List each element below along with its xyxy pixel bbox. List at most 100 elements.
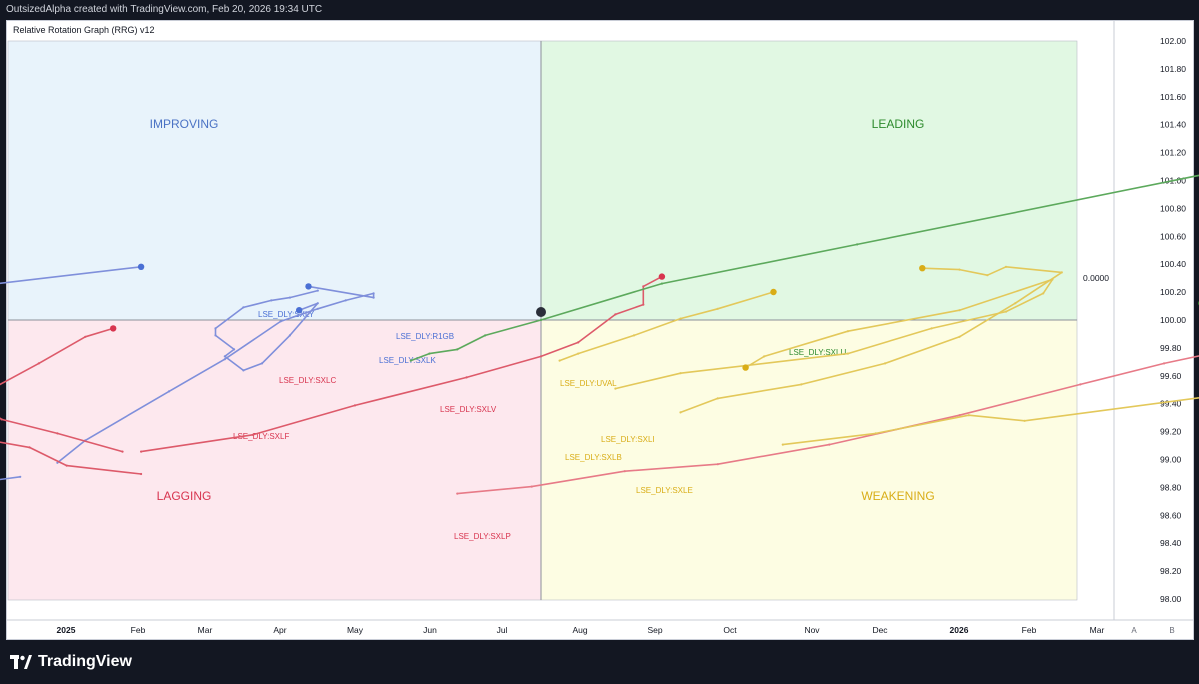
series-point-sxlb bbox=[1051, 278, 1054, 281]
series-label-sxlc: LSE_DLY:SXLC bbox=[279, 376, 336, 385]
series-point-sxlu bbox=[456, 348, 459, 351]
series-point-sxlp bbox=[1163, 362, 1166, 365]
series-label-r1gb: LSE_DLY:R1GB bbox=[396, 332, 454, 341]
series-label-sxly: LSE_DLY:SXLY bbox=[258, 310, 315, 319]
y-tick-label: 99.00 bbox=[1160, 455, 1182, 465]
series-point-sxlb bbox=[763, 355, 766, 358]
series-point-sxlk bbox=[316, 307, 319, 310]
series-point-r1gb bbox=[288, 296, 291, 299]
series-point-sxlf bbox=[140, 472, 143, 476]
series-point-sxli bbox=[679, 411, 682, 414]
series-point-uval bbox=[558, 359, 561, 362]
brand-name: TradingView bbox=[38, 653, 132, 670]
y-tick-label: 101.60 bbox=[1160, 92, 1186, 102]
series-line-sxlf bbox=[0, 441, 142, 475]
series-point-sxlu bbox=[539, 318, 543, 322]
quadrant-weakening bbox=[540, 319, 1078, 601]
series-point-sxli bbox=[800, 383, 803, 386]
series-point-sxlp bbox=[530, 485, 533, 488]
x-tick-label: Jul bbox=[497, 625, 508, 635]
series-head-sxly bbox=[137, 263, 145, 270]
series-point-sxlb bbox=[1042, 292, 1045, 295]
x-tick-label: Dec bbox=[872, 625, 888, 635]
scale-b-button[interactable]: B bbox=[1169, 626, 1175, 635]
series-head-sxlc bbox=[110, 325, 117, 332]
series-point-sxlb bbox=[614, 387, 617, 390]
series-point-sxli bbox=[1014, 302, 1017, 305]
y-tick-label: 98.60 bbox=[1160, 510, 1182, 520]
x-tick-label: Apr bbox=[273, 625, 286, 635]
quadrant-lagging bbox=[7, 319, 542, 601]
series-point-sxlf bbox=[65, 464, 68, 467]
series-point-sxly bbox=[19, 475, 22, 478]
series-point-r1gb bbox=[214, 327, 217, 330]
series-label-sxlb: LSE_DLY:SXLB bbox=[565, 453, 622, 462]
series-point-sxli bbox=[958, 268, 961, 271]
series-label-uval: LSE_DLY:UVAL bbox=[560, 379, 617, 388]
series-point-sxlu bbox=[409, 359, 412, 362]
y-tick-label: 98.00 bbox=[1160, 594, 1182, 604]
series-point-sxle bbox=[874, 432, 877, 435]
series-label-sxle: LSE_DLY:SXLE bbox=[636, 486, 693, 495]
y-tick-label: 99.60 bbox=[1160, 371, 1182, 381]
quadrant-label-leading: LEADING bbox=[872, 117, 925, 131]
chart-title: Relative Rotation Graph (RRG) v12 bbox=[13, 25, 155, 35]
y-tick-label: 101.40 bbox=[1160, 120, 1186, 130]
scale-a-button[interactable]: A bbox=[1131, 626, 1137, 635]
quadrant-label-lagging: LAGGING bbox=[157, 489, 212, 503]
caption-text: OutsizedAlpha created with TradingView.c… bbox=[6, 4, 323, 15]
y-tick-label: 98.80 bbox=[1160, 482, 1182, 492]
x-tick-label: Feb bbox=[131, 625, 146, 635]
x-tick-label: Feb bbox=[1022, 625, 1037, 635]
series-point-sxlv bbox=[614, 313, 617, 316]
series-point-sxlc bbox=[121, 450, 124, 453]
series-point-sxlk bbox=[344, 299, 347, 302]
series-point-sxlp bbox=[456, 492, 459, 495]
brand[interactable]: TradingView bbox=[10, 653, 132, 671]
y-tick-label: 101.20 bbox=[1160, 148, 1186, 158]
series-point-uval bbox=[577, 352, 580, 355]
series-point-sxlp bbox=[1079, 383, 1082, 386]
series-point-sxlb bbox=[930, 327, 933, 330]
y-tick-label: 99.40 bbox=[1160, 399, 1182, 409]
series-line-sxlk bbox=[56, 285, 375, 464]
series-point-sxlf bbox=[28, 446, 31, 449]
series-point-sxlk bbox=[167, 390, 171, 393]
series-point-sxli bbox=[1004, 265, 1008, 268]
series-point-r1gb bbox=[260, 362, 264, 365]
series-point-r1gb bbox=[270, 299, 273, 302]
quadrant-leading bbox=[540, 40, 1078, 321]
series-point-sxli bbox=[958, 335, 961, 338]
series-point-sxlb bbox=[1004, 310, 1008, 313]
series-point-r1gb bbox=[316, 302, 319, 305]
series-label-sxlp: LSE_DLY:SXLP bbox=[454, 532, 511, 541]
series-point-sxlv bbox=[642, 303, 645, 306]
series-point-sxlu bbox=[484, 334, 487, 337]
series-line-sxlv bbox=[140, 275, 663, 453]
series-point-sxlu bbox=[428, 352, 431, 355]
series-point-sxlp bbox=[623, 470, 626, 473]
top-caption-bar: OutsizedAlpha created with TradingView.c… bbox=[0, 0, 1199, 20]
series-point-r1gb bbox=[288, 334, 291, 337]
series-label-sxli: LSE_DLY:SXLI bbox=[601, 435, 655, 444]
x-tick-label: 2025 bbox=[57, 625, 76, 635]
series-line-sxle bbox=[782, 397, 1199, 446]
series-point-sxlb bbox=[958, 309, 961, 312]
series-label-sxlv: LSE_DLY:SXLV bbox=[440, 405, 497, 414]
footer-bar bbox=[0, 641, 1199, 684]
series-point-sxlc bbox=[56, 432, 59, 435]
x-tick-label: May bbox=[347, 625, 364, 635]
series-point-sxlk bbox=[279, 320, 282, 323]
y-tick-label: 99.20 bbox=[1160, 427, 1182, 437]
series-point-sxli bbox=[884, 362, 887, 365]
series-point-r1gb bbox=[223, 355, 226, 358]
series-point-sxlb bbox=[679, 372, 682, 375]
x-tick-label: Aug bbox=[572, 625, 587, 635]
series-point-sxlp bbox=[828, 443, 831, 446]
series-point-sxlu bbox=[856, 243, 859, 246]
y-tick-label: 101.80 bbox=[1160, 64, 1186, 74]
x-tick-label: Mar bbox=[198, 625, 213, 635]
series-point-sxli bbox=[986, 274, 989, 277]
series-line-sxlc bbox=[0, 327, 124, 453]
